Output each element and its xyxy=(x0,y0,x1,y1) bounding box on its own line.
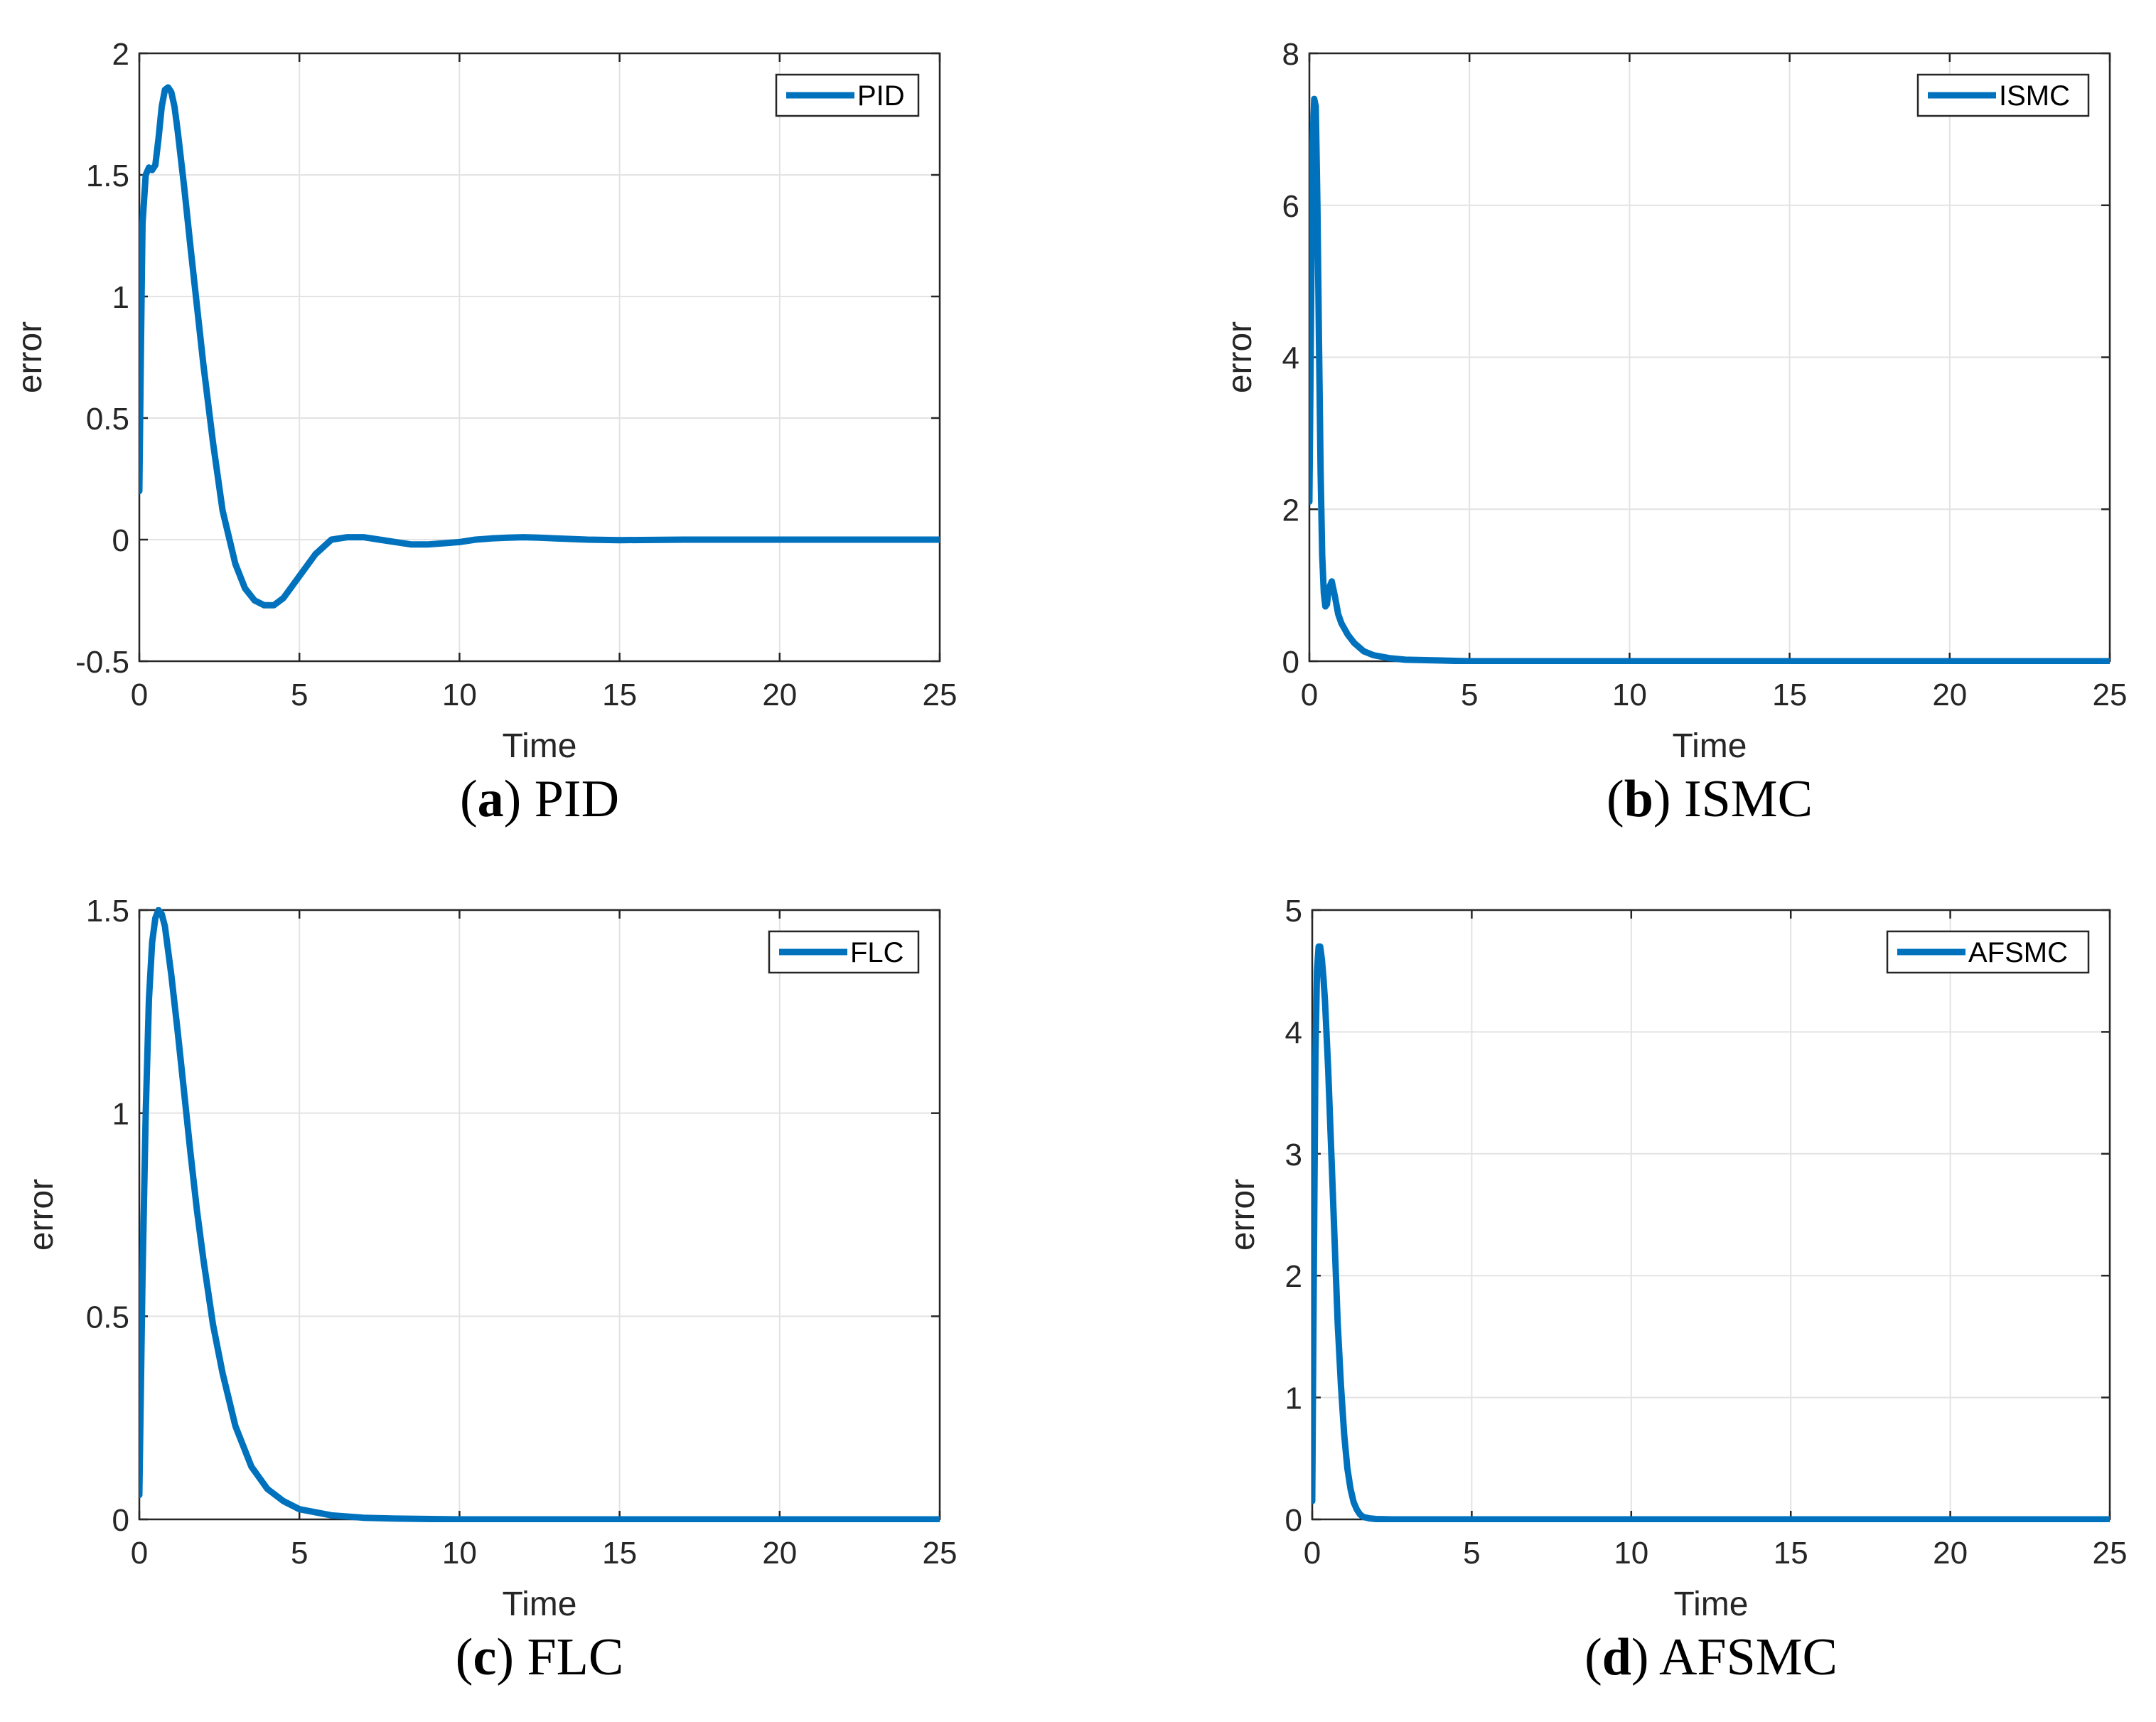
caption-letter: a xyxy=(478,770,504,828)
plot-area xyxy=(139,910,940,1519)
caption-title: ISMC xyxy=(1671,770,1813,828)
x-tick-label: 25 xyxy=(2093,1536,2128,1571)
x-tick-label: 15 xyxy=(1774,1536,1808,1571)
legend-label: ISMC xyxy=(1999,80,2070,112)
series-line-pid xyxy=(139,84,940,609)
y-tick-label: 2 xyxy=(1285,1259,1302,1294)
series-line-afsmc xyxy=(1312,943,2110,1522)
x-tick-label: 20 xyxy=(1932,678,1967,712)
y-tick-label: 1.5 xyxy=(86,159,129,193)
caption-open-paren: ( xyxy=(1584,1628,1602,1686)
x-axis-label: Time xyxy=(1674,1585,1749,1623)
y-tick-label: -0.5 xyxy=(75,645,129,680)
series-line-flc xyxy=(139,907,940,1522)
y-tick-label: 4 xyxy=(1282,341,1299,376)
y-tick-label: 0 xyxy=(1282,645,1299,680)
panel-caption: (a) PID xyxy=(460,770,619,828)
y-tick-label: 5 xyxy=(1285,894,1302,929)
y-tick-label: 1.5 xyxy=(86,894,129,929)
x-tick-label: 15 xyxy=(602,678,637,712)
x-axis-label: Time xyxy=(503,1585,577,1623)
y-tick-label: 2 xyxy=(112,37,129,72)
caption-letter: b xyxy=(1624,770,1653,828)
y-tick-label: 0.5 xyxy=(86,402,129,437)
x-tick-label: 20 xyxy=(762,1536,797,1571)
y-tick-label: 1 xyxy=(112,280,129,315)
legend: PID xyxy=(775,73,920,117)
legend: ISMC xyxy=(1916,73,2090,117)
caption-open-paren: ( xyxy=(1607,770,1624,828)
y-axis-label: error xyxy=(23,1179,60,1251)
x-tick-label: 20 xyxy=(762,678,797,712)
plot-area xyxy=(1312,910,2110,1519)
caption-title: AFSMC xyxy=(1649,1628,1838,1686)
caption-open-paren: ( xyxy=(460,770,478,828)
x-tick-label: 25 xyxy=(923,1536,958,1571)
series-line-ismc xyxy=(1309,95,2110,664)
x-tick-label: 10 xyxy=(442,1536,477,1571)
x-tick-label: 5 xyxy=(291,678,308,712)
y-tick-label: 0 xyxy=(112,523,129,558)
caption-close-paren: ) xyxy=(496,1628,514,1686)
x-tick-label: 25 xyxy=(2093,678,2128,712)
y-tick-label: 1 xyxy=(1285,1381,1302,1416)
caption-open-paren: ( xyxy=(456,1628,473,1686)
x-tick-label: 15 xyxy=(602,1536,637,1571)
panel-caption: (c) FLC xyxy=(456,1628,623,1686)
y-tick-label: 1 xyxy=(112,1097,129,1132)
caption-close-paren: ) xyxy=(1653,770,1671,828)
y-tick-label: 0 xyxy=(112,1503,129,1538)
y-tick-label: 6 xyxy=(1282,189,1299,224)
x-tick-label: 0 xyxy=(1304,1536,1321,1571)
y-axis-label: error xyxy=(11,321,49,393)
x-tick-label: 20 xyxy=(1933,1536,1968,1571)
panel-caption: (d) AFSMC xyxy=(1584,1628,1838,1686)
x-tick-label: 10 xyxy=(442,678,477,712)
legend-label: FLC xyxy=(850,937,904,968)
caption-letter: c xyxy=(473,1628,496,1686)
y-tick-label: 4 xyxy=(1285,1015,1302,1050)
x-tick-label: 0 xyxy=(131,1536,148,1571)
x-tick-label: 25 xyxy=(923,678,958,712)
legend-label: PID xyxy=(857,80,905,112)
x-tick-label: 5 xyxy=(1463,1536,1480,1571)
x-tick-label: 5 xyxy=(1461,678,1478,712)
legend: FLC xyxy=(768,930,920,974)
x-axis-label: Time xyxy=(503,727,577,765)
x-tick-label: 15 xyxy=(1772,678,1807,712)
y-tick-label: 2 xyxy=(1282,493,1299,528)
panel-caption: (b) ISMC xyxy=(1607,770,1813,828)
x-tick-label: 10 xyxy=(1612,678,1647,712)
x-tick-label: 5 xyxy=(291,1536,308,1571)
y-axis-label: error xyxy=(1224,1179,1262,1251)
x-axis-label: Time xyxy=(1673,727,1747,765)
x-tick-label: 10 xyxy=(1614,1536,1648,1571)
legend-label: AFSMC xyxy=(1968,937,2068,968)
y-axis-label: error xyxy=(1221,321,1259,393)
legend: AFSMC xyxy=(1886,930,2090,974)
y-tick-label: 8 xyxy=(1282,37,1299,72)
caption-title: FLC xyxy=(514,1628,623,1686)
x-tick-label: 0 xyxy=(131,678,148,712)
caption-close-paren: ) xyxy=(1631,1628,1649,1686)
y-tick-label: 0.5 xyxy=(86,1300,129,1335)
caption-close-paren: ) xyxy=(504,770,522,828)
caption-title: PID xyxy=(521,770,619,828)
y-tick-label: 0 xyxy=(1285,1503,1302,1538)
plot-area xyxy=(139,53,940,661)
y-tick-label: 3 xyxy=(1285,1138,1302,1172)
x-tick-label: 0 xyxy=(1301,678,1318,712)
caption-letter: d xyxy=(1602,1628,1631,1686)
